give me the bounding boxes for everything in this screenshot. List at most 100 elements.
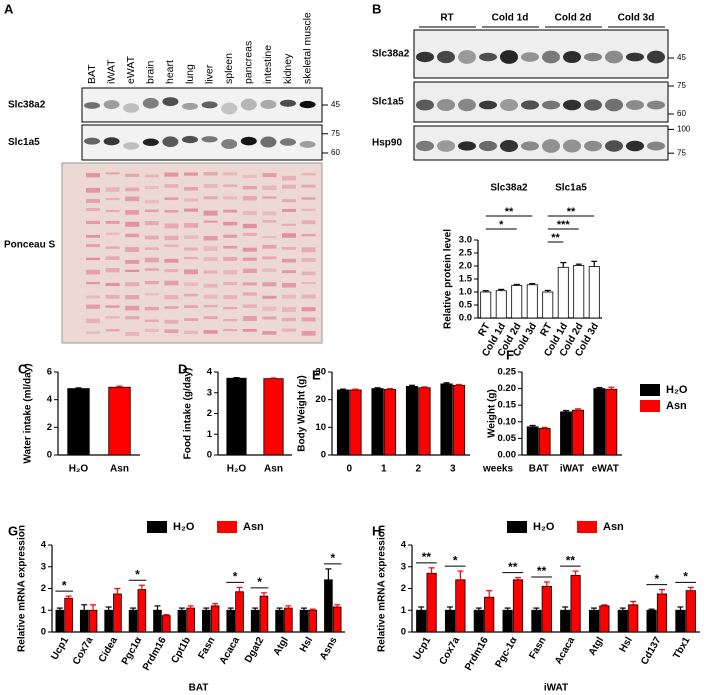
stain-band [86, 281, 100, 285]
stain-band [105, 329, 120, 332]
bar [416, 609, 427, 633]
band [626, 52, 644, 62]
band [626, 140, 644, 152]
band [437, 50, 455, 64]
stain-band [282, 258, 296, 263]
stain-band [262, 244, 277, 249]
y-tick-label: 3 [207, 387, 212, 398]
legend-swatch [577, 521, 597, 533]
legend-swatch [640, 400, 660, 412]
legend-swatch [147, 521, 167, 533]
stain-band [282, 283, 296, 288]
stain-band [203, 270, 218, 274]
stain-band [144, 293, 159, 296]
band [416, 51, 434, 63]
group-label: Slc38a2 [490, 183, 528, 194]
band [605, 98, 623, 112]
stain-band [144, 209, 159, 213]
significance-label: * [330, 551, 335, 565]
stain-band [282, 184, 296, 189]
stain-band [184, 318, 198, 321]
x-tick-label: Cpt1b [169, 635, 193, 665]
stain-band [282, 328, 296, 332]
x-tick-label: Fasn [527, 635, 548, 661]
x-tick-label: Hsl [618, 635, 635, 654]
band [84, 102, 100, 109]
band [182, 135, 198, 144]
x-tick-label: H₂O [227, 464, 247, 475]
stain-band [86, 304, 100, 309]
stain-band [301, 307, 316, 312]
stain-band [184, 330, 198, 335]
x-axis-label: BAT [189, 683, 209, 694]
significance-label: *** [557, 219, 571, 231]
stain-band [105, 197, 120, 201]
band [500, 98, 518, 112]
bar [336, 389, 350, 456]
bar [88, 609, 98, 633]
bar [128, 609, 138, 633]
stain-band [105, 209, 120, 213]
band [123, 103, 140, 113]
y-tick-label: 3.0 [459, 235, 472, 246]
bar [308, 609, 318, 633]
panel-letter: A [4, 1, 14, 16]
band [500, 140, 518, 152]
band [521, 141, 539, 151]
bar [250, 609, 260, 633]
bar [79, 609, 89, 633]
x-tick-label: Ucp1 [49, 635, 71, 662]
band [201, 136, 218, 143]
x-tick-label: Prdm16 [141, 635, 169, 673]
bar [426, 572, 437, 633]
stain-band [262, 306, 277, 311]
stain-band [242, 232, 257, 236]
stain-band [164, 269, 179, 273]
significance-label: * [683, 570, 688, 584]
y-tick-label: 2 [401, 583, 406, 594]
significance-label: ** [508, 560, 518, 574]
significance-label: ** [505, 206, 514, 218]
band [280, 138, 296, 146]
band [221, 139, 238, 149]
stain-band [223, 257, 238, 261]
stain-band [125, 295, 140, 300]
band [500, 50, 518, 64]
group-label: RT [440, 13, 453, 24]
stain-band [262, 235, 277, 239]
y-tick-label: 0.05 [498, 433, 517, 444]
stain-band [282, 247, 296, 250]
lane-label: pancreas [243, 41, 255, 84]
band [542, 139, 560, 153]
stain-band [125, 221, 140, 227]
lane-label: eWAT [125, 55, 137, 84]
band [605, 140, 623, 152]
lane-label: BAT [86, 64, 98, 84]
stain-band [144, 257, 159, 263]
stain-band [223, 172, 238, 176]
bar [108, 386, 131, 456]
stain-band [242, 268, 257, 274]
blot-row [413, 29, 669, 79]
stain-band [105, 256, 120, 260]
bar [161, 615, 171, 633]
significance-label: * [499, 219, 504, 231]
legend-swatch [507, 521, 527, 533]
bar [526, 284, 538, 319]
bar [473, 609, 484, 633]
bar [324, 579, 333, 633]
bar [383, 389, 397, 456]
band [647, 100, 665, 110]
x-tick-label: Ucp1 [412, 635, 434, 662]
x-tick-label: Cidea [97, 635, 120, 664]
band [240, 136, 257, 146]
y-tick-label: 0.15 [498, 400, 517, 411]
stain-band [125, 247, 140, 252]
bar [502, 609, 513, 633]
bar [405, 385, 419, 456]
band [182, 102, 198, 110]
band [142, 138, 159, 146]
x-tick-label: Atgl [587, 635, 606, 658]
stain-band [86, 234, 100, 238]
bar [64, 597, 73, 633]
